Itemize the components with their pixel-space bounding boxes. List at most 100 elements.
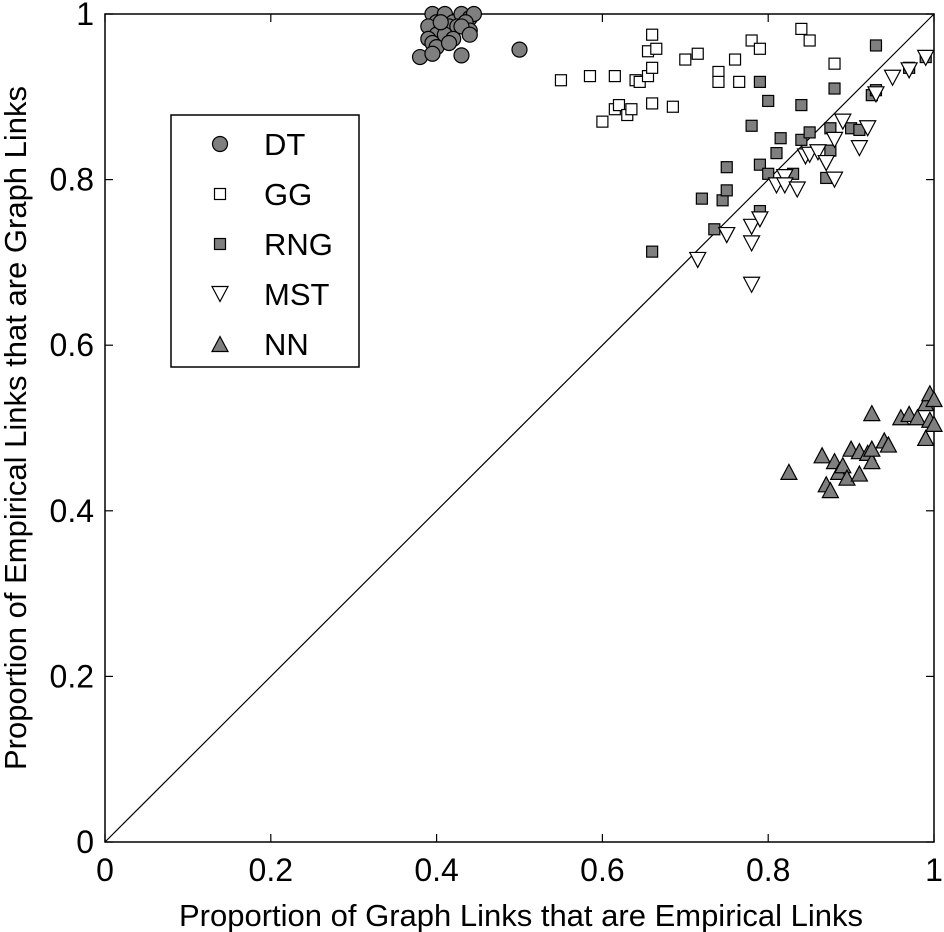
dt-point [461,26,478,43]
gg-point [650,42,663,55]
dt-point [432,14,449,31]
mst-point [742,235,761,253]
mst-point [788,181,807,199]
x-tick-label: 0.4 [414,852,458,888]
nn-point [813,446,832,464]
gg-point [691,47,704,60]
nn-point [862,452,881,470]
y-tick-label: 0 [76,824,94,860]
nn-point [925,390,943,408]
x-tick-label: 1 [925,852,943,888]
dt-point [511,41,528,58]
mst-point [742,276,761,294]
gg-point [753,42,767,55]
nn-point [908,408,927,426]
legend-label-gg: GG [264,177,312,212]
y-axis-title: Proportion of Empirical Links that are G… [0,86,33,770]
mst-point [900,62,919,80]
mst-point [817,154,836,172]
gg-point [625,103,638,116]
gg-point [679,53,692,66]
gg-point [596,115,609,128]
mst-point [750,211,769,229]
nn-point [925,415,943,432]
reference-line [104,13,935,843]
legend-box [170,114,360,368]
nn-point [779,463,798,480]
y-tick-label: 0.8 [50,162,94,198]
nn-point [862,404,881,422]
mst-point [833,113,852,131]
x-tick-label: 0.6 [580,852,624,888]
gg-point [554,74,568,87]
mst-point [825,171,844,189]
rng-point [695,192,708,205]
mst-point [808,144,827,162]
rng-point [762,94,775,108]
gg-point [795,22,808,36]
gg-point [712,75,725,88]
y-tick-label: 0.4 [50,493,94,529]
gg-point [646,97,659,110]
gg-point [728,53,742,66]
rng-point [803,126,816,139]
nn-point [850,464,869,482]
rng-point [720,161,733,174]
gg-point [583,69,597,83]
legend-marker-mst [211,285,229,303]
gg-point [803,34,816,47]
nn-point [879,435,898,453]
legend-marker-gg [213,187,227,201]
x-axis-title: Proportion of Graph Links that are Empir… [179,898,863,932]
y-tick-label: 0.2 [50,658,94,694]
nn-point [833,456,852,474]
rng-point [795,133,808,146]
gg-point [608,69,621,83]
legend-label-nn: NN [264,327,309,362]
dt-point [440,34,458,52]
legend-label-dt: DT [264,127,305,162]
rng-point [795,98,808,112]
data-points [411,5,943,499]
mst-point [850,140,869,157]
legend-marker-rng [213,237,227,251]
legend: DT GG RNG MST NN [211,127,333,362]
dt-point [424,45,441,62]
gg-point [666,100,679,113]
mst-point [883,69,902,87]
mst-point [916,49,935,67]
dt-point [453,47,470,64]
mst-point [688,251,707,269]
legend-marker-dt [211,135,229,153]
x-tick-label: 0.2 [249,852,293,888]
nn-point [862,439,881,457]
gg-point [745,34,758,47]
axis-ticks: 0 0.2 0.4 0.6 0.8 1 0 0.2 0.4 0.6 0.8 1 [50,0,943,888]
gg-point [646,28,659,41]
rng-point [720,184,733,197]
legend-marker-nn [211,335,229,353]
mst-point [825,131,844,149]
x-tick-label: 0 [96,852,114,888]
mst-point [866,86,885,104]
rng-point [770,147,783,160]
rng-point [869,39,883,52]
gg-point [828,57,841,70]
gg-point [612,98,626,112]
rng-point [762,167,775,180]
legend-label-mst: MST [264,277,330,312]
rng-point [646,245,659,258]
y-tick-label: 1 [76,0,94,32]
rng-point [753,75,767,88]
gg-point [733,75,746,88]
rng-point [753,158,767,171]
x-tick-label: 0.8 [746,852,790,888]
nn-point [916,429,935,447]
mst-point [742,218,761,236]
rng-point [708,223,721,236]
gg-point [646,61,659,74]
mst-point [858,120,877,138]
nn-point [821,481,840,499]
mst-point [775,169,794,186]
